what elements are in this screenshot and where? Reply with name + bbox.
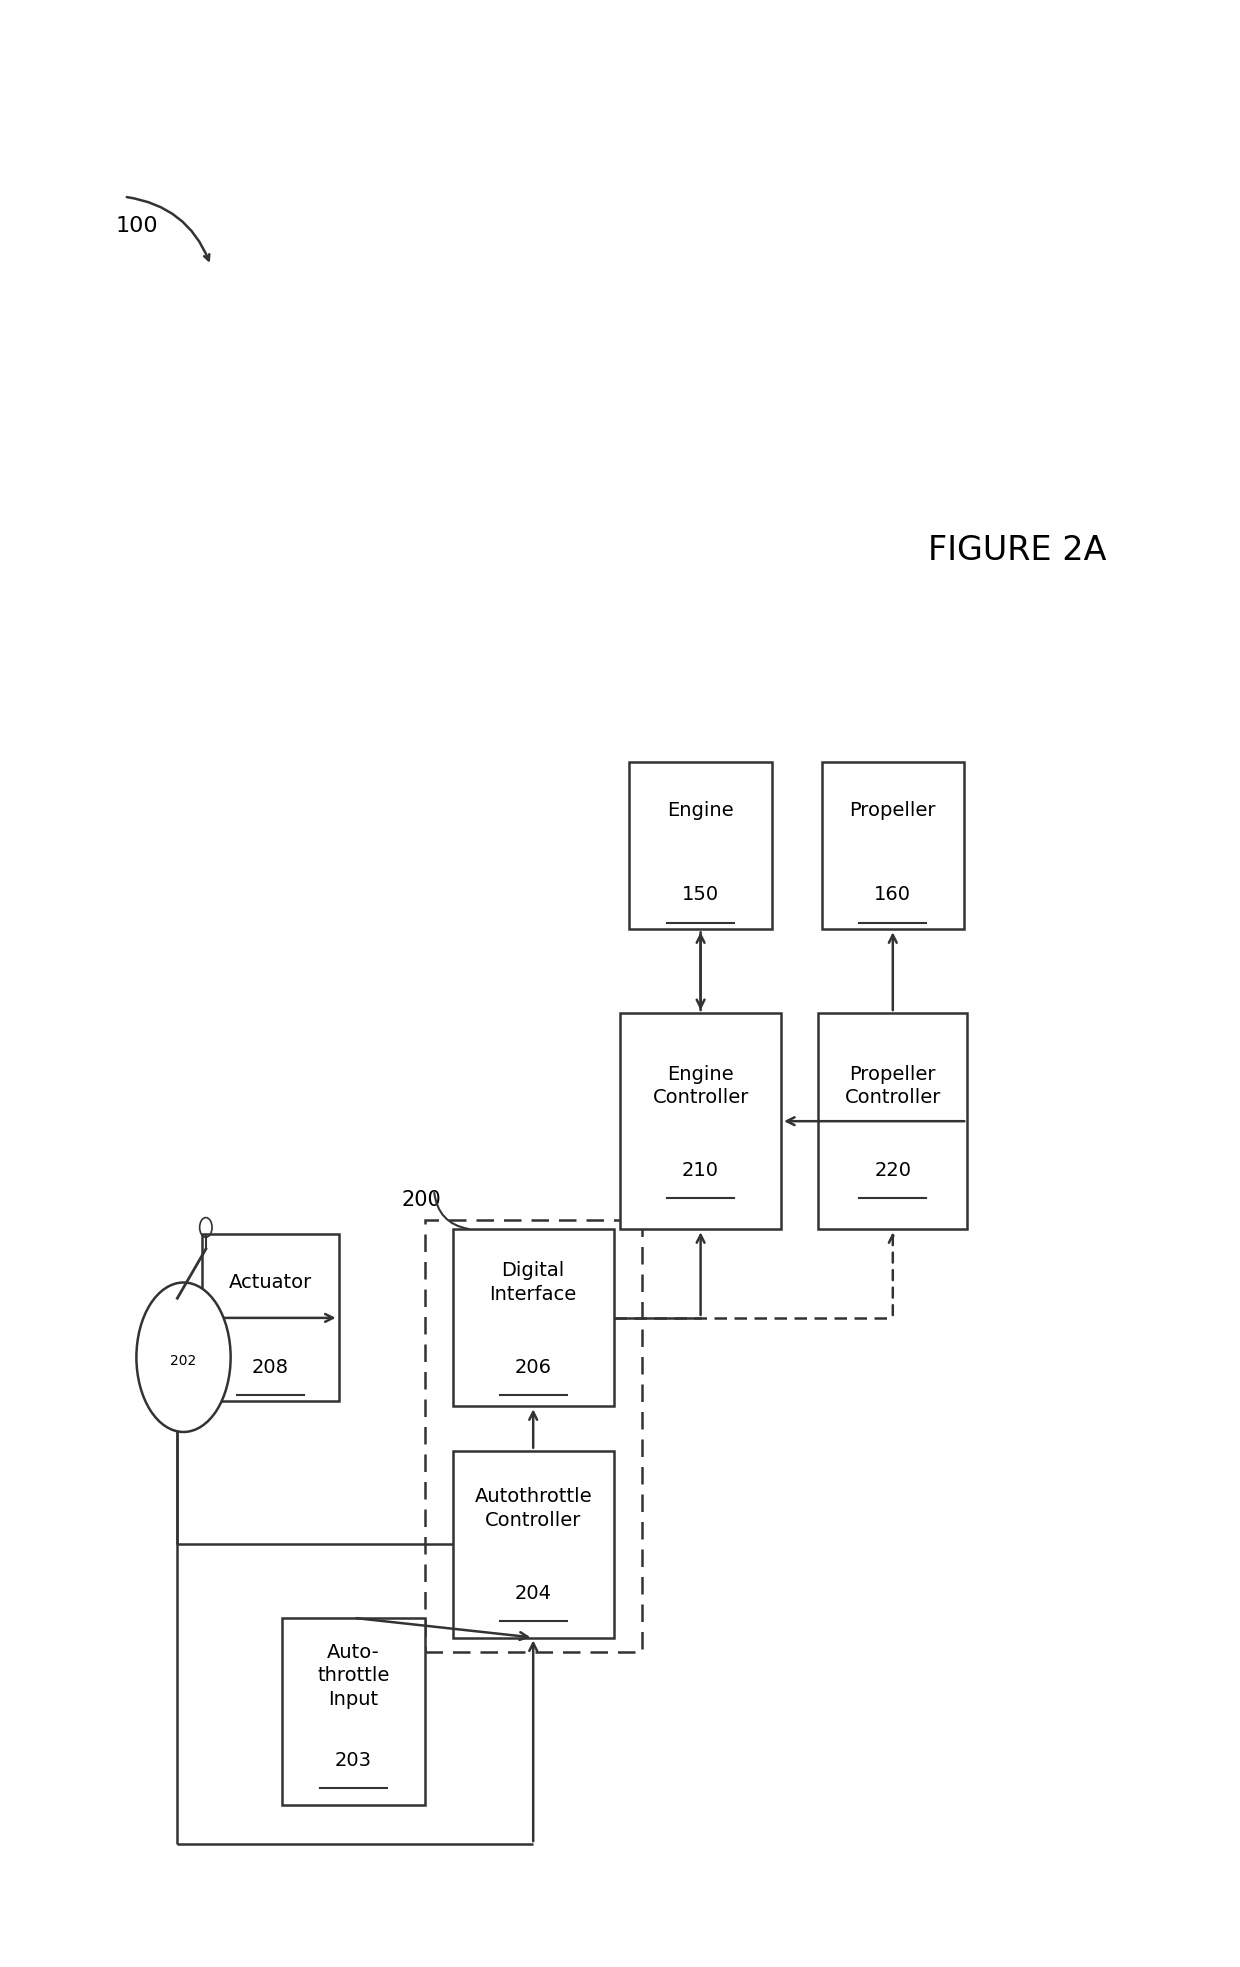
FancyBboxPatch shape — [202, 1235, 339, 1401]
Text: Digital
Interface: Digital Interface — [490, 1261, 577, 1304]
Text: Autothrottle
Controller: Autothrottle Controller — [475, 1487, 591, 1530]
FancyBboxPatch shape — [453, 1452, 614, 1637]
Text: 100: 100 — [115, 216, 157, 236]
FancyBboxPatch shape — [821, 763, 965, 930]
Text: Actuator: Actuator — [228, 1273, 312, 1292]
Text: Engine: Engine — [667, 801, 734, 820]
Text: 206: 206 — [515, 1357, 552, 1377]
FancyBboxPatch shape — [281, 1617, 424, 1806]
Text: Propeller
Controller: Propeller Controller — [844, 1064, 941, 1107]
FancyBboxPatch shape — [453, 1229, 614, 1406]
Circle shape — [136, 1282, 231, 1432]
Text: 220: 220 — [874, 1161, 911, 1180]
Text: 204: 204 — [515, 1583, 552, 1603]
FancyBboxPatch shape — [818, 1013, 967, 1229]
Text: 200: 200 — [402, 1190, 441, 1210]
Text: 150: 150 — [682, 885, 719, 905]
Text: 208: 208 — [252, 1357, 289, 1377]
Text: Propeller: Propeller — [849, 801, 936, 820]
Text: 203: 203 — [335, 1751, 372, 1770]
FancyBboxPatch shape — [620, 1013, 781, 1229]
Text: 210: 210 — [682, 1161, 719, 1180]
Text: 160: 160 — [874, 885, 911, 905]
FancyBboxPatch shape — [629, 763, 771, 930]
Text: Engine
Controller: Engine Controller — [652, 1064, 749, 1107]
Text: Auto-
throttle
Input: Auto- throttle Input — [317, 1642, 389, 1709]
Text: FIGURE 2A: FIGURE 2A — [928, 535, 1106, 566]
Text: 202: 202 — [170, 1353, 197, 1369]
